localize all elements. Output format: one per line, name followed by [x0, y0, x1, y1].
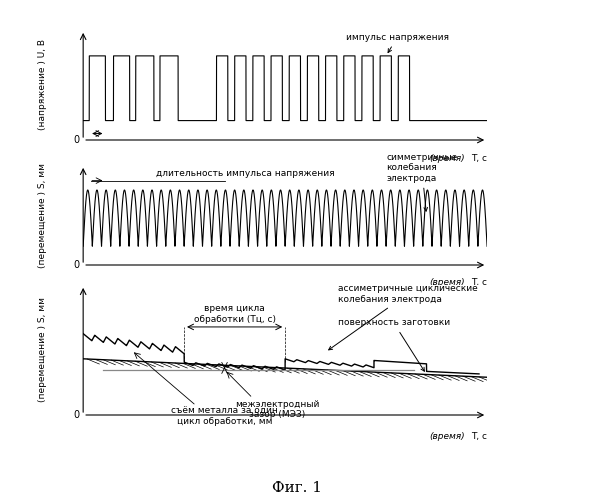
Text: съём металла за один
цикл обработки, мм: съём металла за один цикл обработки, мм: [171, 406, 278, 426]
Text: 0: 0: [73, 260, 79, 270]
Text: 0: 0: [73, 135, 79, 145]
Text: (перемещение ) S, мм: (перемещение ) S, мм: [38, 298, 48, 403]
Text: ассиметричные циклические
колебания электрода: ассиметричные циклические колебания элек…: [328, 284, 478, 350]
Text: (время): (время): [429, 154, 465, 164]
Text: T, с: T, с: [471, 278, 487, 287]
Text: импульс напряжения: импульс напряжения: [346, 32, 448, 52]
Text: Фиг. 1: Фиг. 1: [272, 481, 322, 495]
Text: (время): (время): [429, 432, 465, 441]
Text: 0: 0: [73, 410, 79, 420]
Text: поверхность заготовки: поверхность заготовки: [337, 318, 450, 371]
Text: время цикла
обработки (Тц, с): время цикла обработки (Тц, с): [194, 304, 276, 324]
Text: симметричные
колебания
электрода: симметричные колебания электрода: [386, 153, 457, 211]
Text: длительность импульса напряжения: длительность импульса напряжения: [156, 168, 334, 177]
Text: межэлектродный
зазор (МЭЗ): межэлектродный зазор (МЭЗ): [235, 400, 319, 419]
Text: (время): (время): [429, 278, 465, 287]
Text: T, с: T, с: [471, 154, 487, 164]
Text: (перемещение ) S, мм: (перемещение ) S, мм: [38, 162, 48, 268]
Text: T, с: T, с: [471, 432, 487, 441]
Text: (напряжение ) U, В: (напряжение ) U, В: [38, 40, 48, 130]
